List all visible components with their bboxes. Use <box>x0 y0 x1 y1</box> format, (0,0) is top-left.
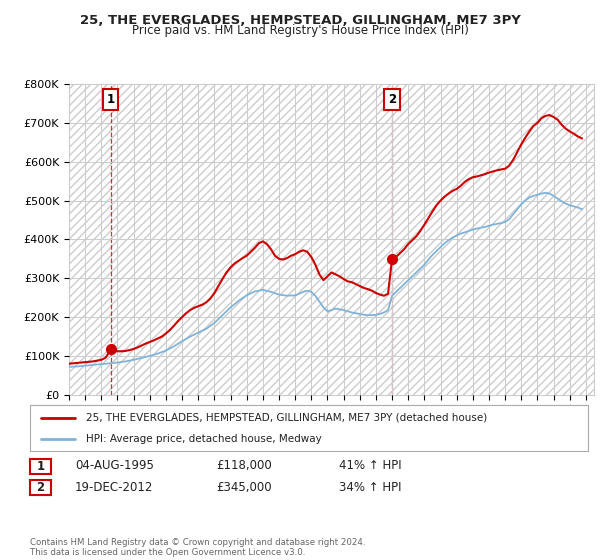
Text: £345,000: £345,000 <box>216 480 272 494</box>
Text: HPI: Average price, detached house, Medway: HPI: Average price, detached house, Medw… <box>86 435 322 444</box>
Text: Price paid vs. HM Land Registry's House Price Index (HPI): Price paid vs. HM Land Registry's House … <box>131 24 469 37</box>
Text: 19-DEC-2012: 19-DEC-2012 <box>75 480 154 494</box>
Text: 04-AUG-1995: 04-AUG-1995 <box>75 459 154 473</box>
Text: 1: 1 <box>37 460 44 473</box>
Text: 1: 1 <box>107 93 115 106</box>
Text: £118,000: £118,000 <box>216 459 272 473</box>
Text: Contains HM Land Registry data © Crown copyright and database right 2024.
This d: Contains HM Land Registry data © Crown c… <box>30 538 365 557</box>
Text: 25, THE EVERGLADES, HEMPSTEAD, GILLINGHAM, ME7 3PY: 25, THE EVERGLADES, HEMPSTEAD, GILLINGHA… <box>80 14 520 27</box>
Text: 25, THE EVERGLADES, HEMPSTEAD, GILLINGHAM, ME7 3PY (detached house): 25, THE EVERGLADES, HEMPSTEAD, GILLINGHA… <box>86 413 487 423</box>
Text: 41% ↑ HPI: 41% ↑ HPI <box>339 459 401 473</box>
Text: 2: 2 <box>388 93 396 106</box>
Text: 34% ↑ HPI: 34% ↑ HPI <box>339 480 401 494</box>
Text: 2: 2 <box>37 481 44 494</box>
